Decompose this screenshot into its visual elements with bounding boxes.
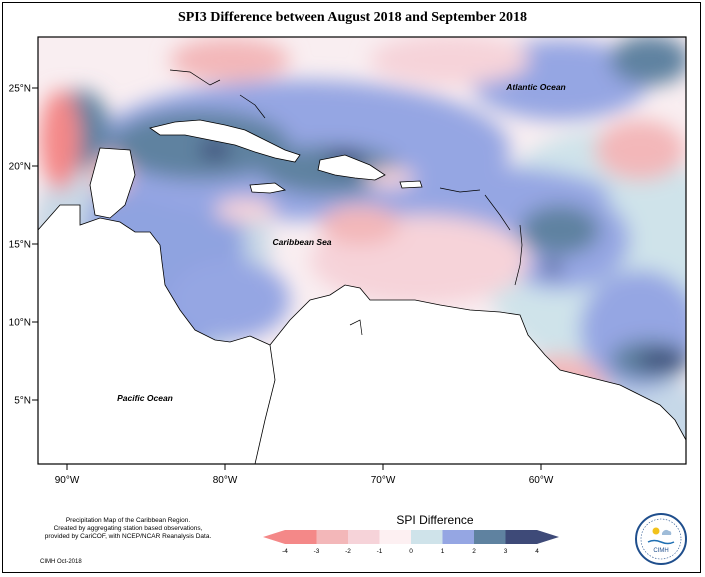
legend-tick-label: -4 [282, 548, 288, 555]
lat-tick-label: 25°N [9, 84, 31, 95]
legend-swatch [348, 530, 380, 544]
legend-tick-label: -1 [377, 548, 383, 555]
cuba-land [149, 119, 301, 163]
credit-line-1: Precipitation Map of the Caribbean Regio… [65, 517, 191, 524]
legend-tick-label: 2 [472, 548, 476, 555]
legend-swatch [505, 530, 559, 544]
legend-colorbar [263, 530, 559, 544]
legend-swatch [379, 530, 411, 544]
legend-tick-label: 0 [409, 548, 413, 555]
latitude-ticks: 25°N 20°N 15°N 10°N 5°N [9, 84, 38, 407]
lat-tick-label: 20°N [9, 162, 31, 173]
jamaica-land [249, 182, 286, 194]
legend-tick-label: -3 [314, 548, 320, 555]
legend-swatch [474, 530, 506, 544]
legend-title: SPI Difference [396, 513, 474, 527]
south-america-land [254, 284, 686, 464]
credit-line-2: Created by aggregating station based obs… [53, 525, 203, 532]
land-masses [38, 119, 686, 464]
longitude-ticks: 90°W 80°W 70°W 60°W [55, 464, 554, 486]
island-outlines [169, 69, 523, 336]
legend-swatch [316, 530, 348, 544]
atlantic-ocean-label: Atlantic Ocean [505, 82, 566, 92]
legend-tick-label: 4 [535, 548, 539, 555]
legend-tick-label: -2 [345, 548, 351, 555]
lat-tick-label: 10°N [9, 318, 31, 329]
legend-swatch [411, 530, 443, 544]
lon-tick-label: 80°W [213, 475, 238, 486]
plot-border [37, 36, 687, 465]
yucatan-land [89, 147, 136, 219]
puerto-rico-land [399, 180, 423, 189]
lat-tick-label: 5°N [14, 396, 31, 407]
cimh-logo-icon: CIMH [635, 513, 687, 565]
lon-tick-label: 60°W [529, 475, 554, 486]
credit-date: CIMH Oct-2018 [40, 559, 82, 565]
legend-swatch [442, 530, 474, 544]
lon-tick-label: 90°W [55, 475, 80, 486]
lon-tick-label: 70°W [371, 475, 396, 486]
map-title: SPI3 Difference between August 2018 and … [177, 10, 528, 25]
caribbean-sea-label: Caribbean Sea [272, 237, 331, 247]
legend-swatch [263, 530, 317, 544]
logo-text: CIMH [653, 548, 668, 554]
hispaniola-land [317, 154, 386, 181]
map-plot-area [38, 37, 686, 464]
legend-tick-label: 3 [504, 548, 508, 555]
legend-tick-labels: -4 -3 -2 -1 0 1 2 3 4 [282, 548, 539, 555]
legend-tick-label: 1 [441, 548, 445, 555]
credit-line-3: provided by CariCOF, with NCEP/NCAR Rean… [44, 533, 212, 540]
credit-text: Precipitation Map of the Caribbean Regio… [8, 517, 248, 541]
pacific-ocean-label: Pacific Ocean [117, 393, 173, 403]
lat-tick-label: 15°N [9, 240, 31, 251]
